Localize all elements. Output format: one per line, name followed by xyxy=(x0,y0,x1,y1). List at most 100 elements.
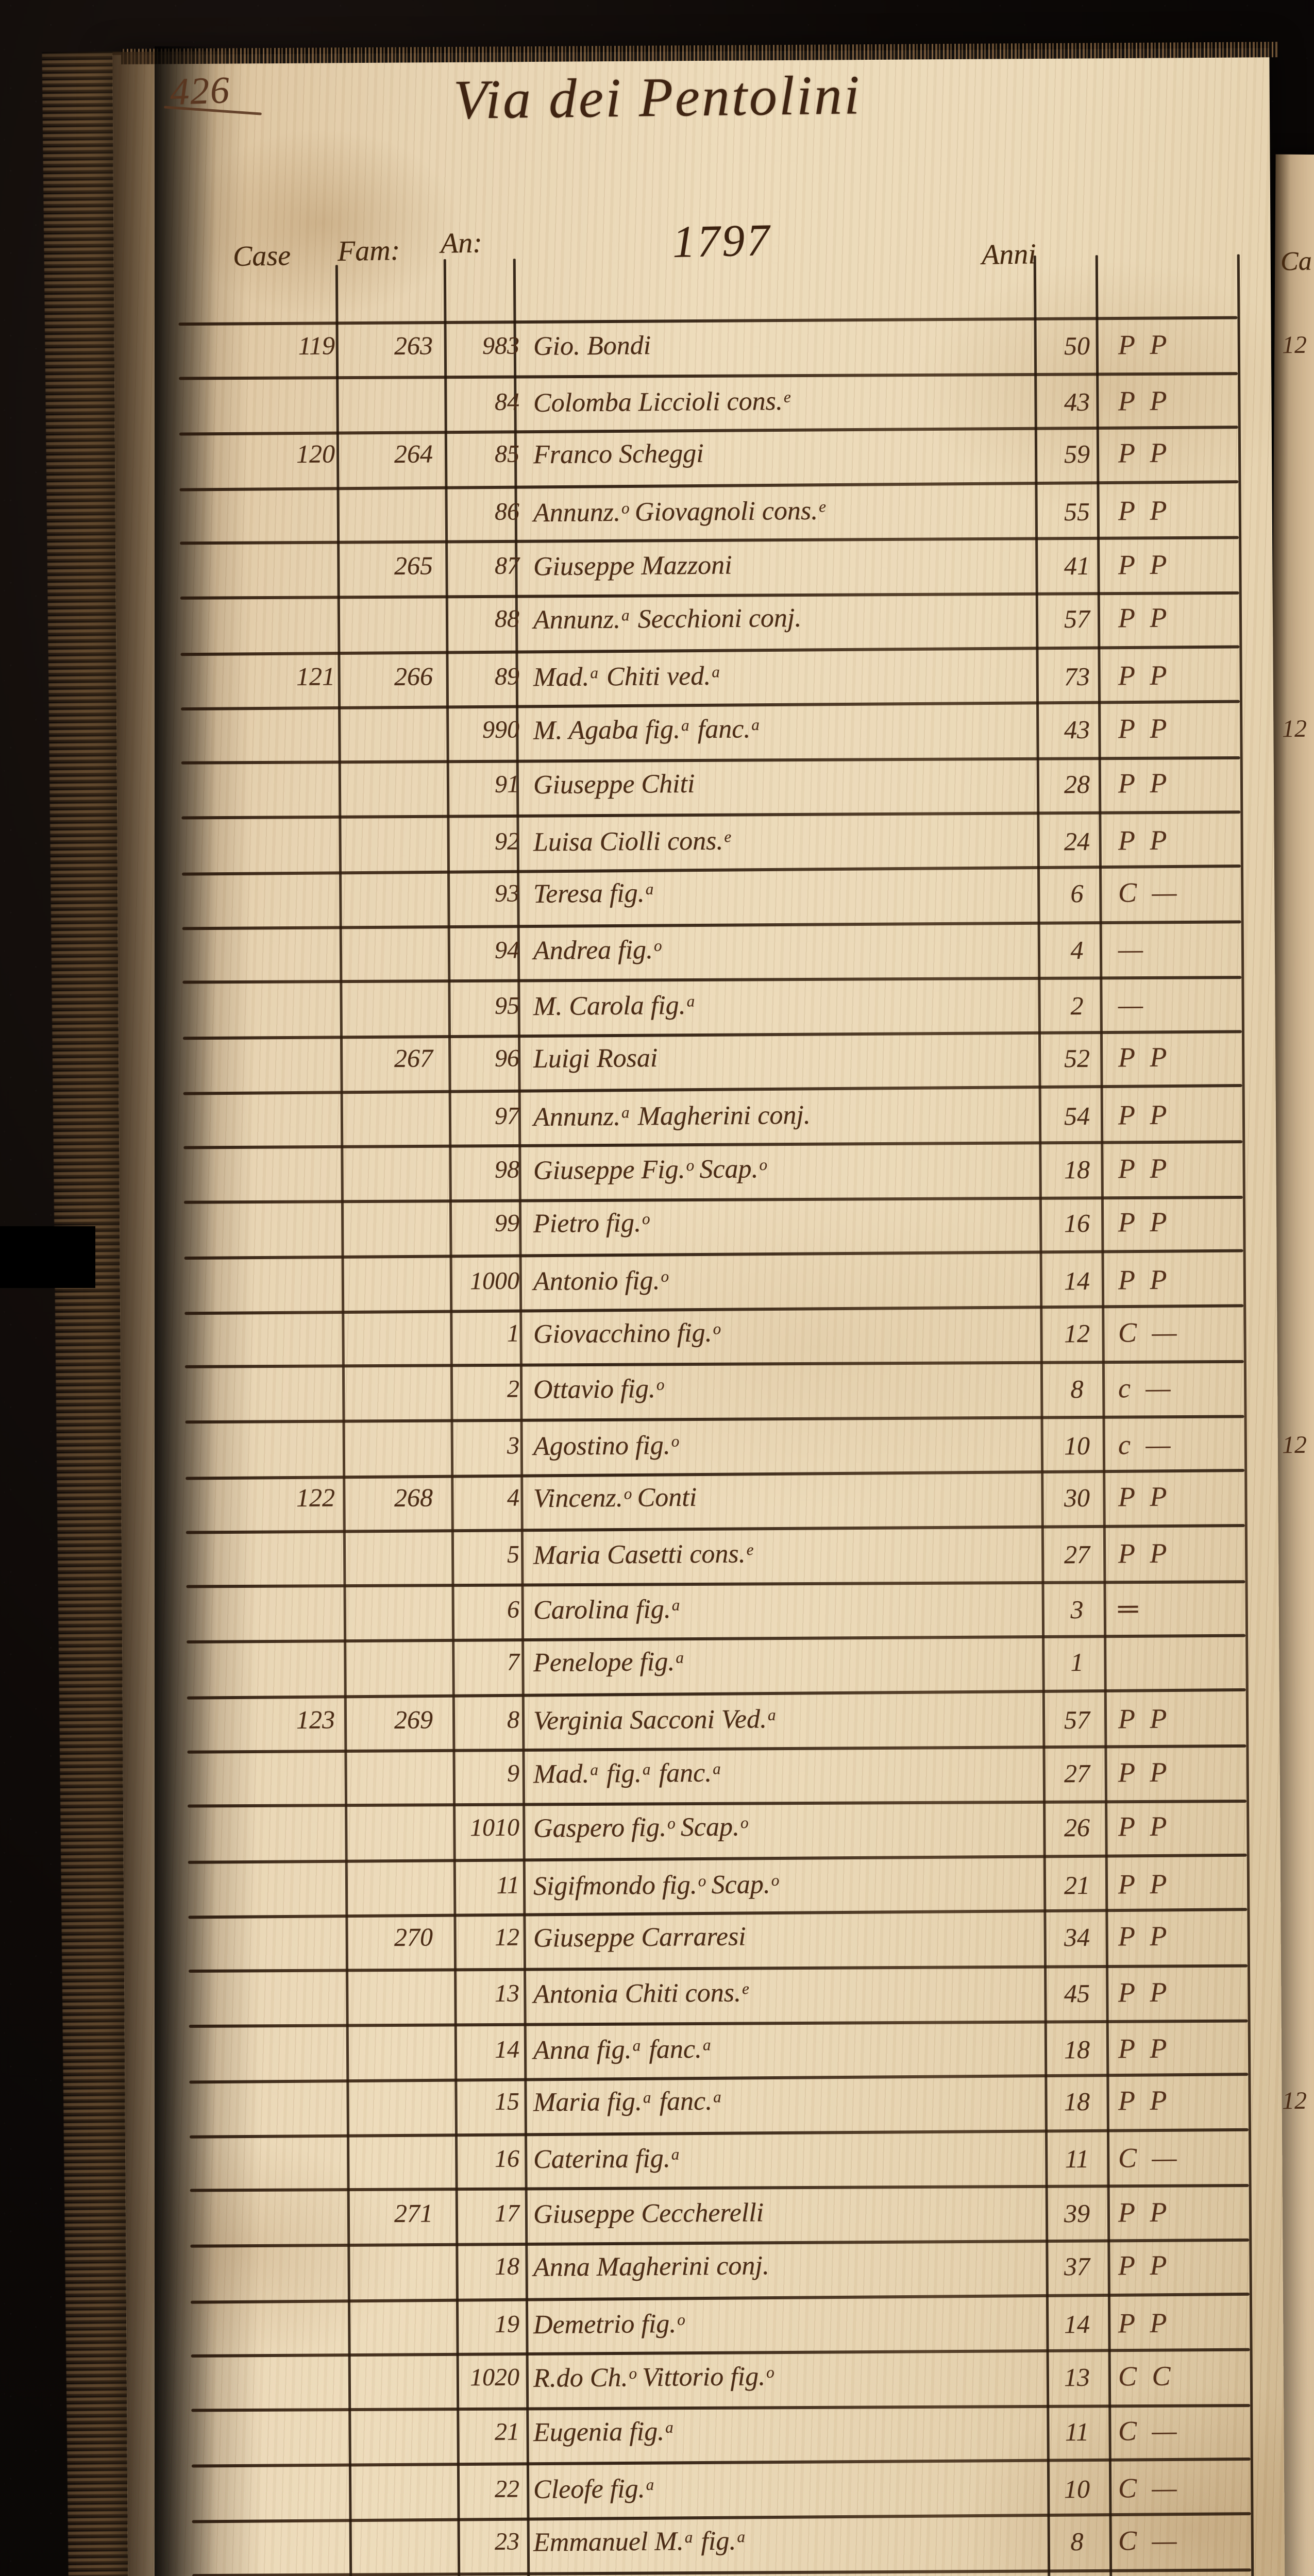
cell-person-name: Ottavio fig.ᵒ xyxy=(533,1374,663,1404)
cell-age-years: 18 xyxy=(1064,2035,1090,2064)
cell-soul-number: 87 xyxy=(494,552,520,580)
cell-age-years: 26 xyxy=(1064,1812,1090,1842)
cell-person-name: Teresa fig.ᵃ xyxy=(533,878,655,909)
cell-soul-number: 1000 xyxy=(469,1267,520,1295)
cell-soul-number: 1020 xyxy=(469,2363,520,2392)
cell-age-years: 30 xyxy=(1064,1483,1090,1513)
cell-sacraments: P P xyxy=(1118,602,1171,634)
facing-page-case-number: 12 xyxy=(1282,715,1307,743)
cell-person-name: Caterina fig.ᵃ xyxy=(533,2144,681,2175)
cell-person-name: Gio. Bondi xyxy=(533,331,651,361)
cell-age-years: 59 xyxy=(1064,439,1090,469)
cell-age-years: 18 xyxy=(1064,2087,1090,2116)
cell-soul-number: 990 xyxy=(482,716,520,744)
cell-person-name: M. Carola fig.ᵃ xyxy=(533,990,697,1022)
cell-age-years: 10 xyxy=(1064,1431,1090,1460)
cell-soul-number: 8 xyxy=(507,1706,520,1734)
cell-soul-number: 21 xyxy=(494,2418,520,2446)
cell-person-name: Mad.ᵃ Chiti ved.ᵃ xyxy=(533,661,722,692)
cell-person-name: Sigifmondo fig.ᵒ Scap.ᵒ xyxy=(533,1869,778,1901)
cell-case-number: 119 xyxy=(298,331,335,360)
cell-sacraments: c — xyxy=(1118,1429,1175,1461)
cell-family-number: 268 xyxy=(394,1483,433,1512)
cell-soul-number: 86 xyxy=(494,498,520,526)
cell-soul-number: 9 xyxy=(507,1759,520,1787)
cell-person-name: Gaspero fig.ᵒ Scap.ᵒ xyxy=(533,1812,748,1843)
cell-sacraments: P P xyxy=(1118,2249,1171,2281)
cell-sacraments: C — xyxy=(1118,876,1181,908)
cell-person-name: Giuseppe Ceccherelli xyxy=(533,2198,764,2230)
cell-soul-number: 94 xyxy=(494,936,520,964)
cell-age-years: 18 xyxy=(1064,1155,1090,1184)
cell-soul-number: 88 xyxy=(494,605,520,633)
cell-soul-number: 16 xyxy=(494,2145,520,2173)
cell-sacraments: C — xyxy=(1118,2142,1181,2174)
cell-age-years: 50 xyxy=(1064,331,1090,361)
cell-age-years: 52 xyxy=(1064,1043,1090,1073)
cell-age-years: 73 xyxy=(1064,662,1090,691)
cell-person-name: M. Agaba fig.ᵃ fanc.ᵃ xyxy=(533,714,762,745)
cell-age-years: 24 xyxy=(1064,827,1090,856)
cell-family-number: 270 xyxy=(394,1922,433,1952)
cell-sacraments: P P xyxy=(1118,1537,1171,1569)
cell-person-name: Eugenia fig.ᵃ xyxy=(533,2417,676,2448)
cell-sacraments: P P xyxy=(1118,1703,1171,1735)
cell-soul-number: 89 xyxy=(494,663,520,691)
cell-sacraments: P P xyxy=(1118,660,1171,691)
cell-sacraments: P P xyxy=(1118,2084,1171,2116)
cell-soul-number: 4 xyxy=(507,1484,520,1512)
cell-person-name: R.do Ch.ᵒ Vittorio fig.ᵒ xyxy=(533,2362,773,2394)
scan-mask-artifact xyxy=(0,1226,95,1288)
cell-soul-number: 1 xyxy=(507,1319,520,1347)
cell-soul-number: 13 xyxy=(494,1979,520,2007)
cell-age-years: 3 xyxy=(1070,1595,1084,1624)
cell-sacraments: C — xyxy=(1118,2415,1181,2447)
column-header-case-right: Ca xyxy=(1280,246,1312,277)
cell-age-years: 43 xyxy=(1064,715,1090,744)
cell-person-name: Emmanuel M.ᵃ fig.ᵃ xyxy=(533,2526,747,2557)
cell-person-name: Maria fig.ᵃ fanc.ᵃ xyxy=(533,2086,723,2117)
cell-soul-number: 11 xyxy=(496,1871,520,1899)
cell-sacraments: P P xyxy=(1118,1041,1171,1073)
cell-sacraments: P P xyxy=(1118,549,1171,581)
cell-person-name: Annunz.ᵒ Giovagnoli cons.ᵉ xyxy=(533,496,825,528)
cell-person-name: Pietro fig.ᵒ xyxy=(533,1208,649,1239)
cell-case-number: 122 xyxy=(296,1483,335,1512)
cell-soul-number: 3 xyxy=(507,1432,520,1460)
manuscript-page xyxy=(112,48,1287,2576)
column-header-case: Case xyxy=(232,240,291,273)
cell-family-number: 265 xyxy=(394,551,433,581)
register-year: 1797 xyxy=(672,215,772,267)
cell-age-years: 27 xyxy=(1064,1759,1090,1788)
cell-age-years: 57 xyxy=(1064,1705,1090,1735)
cell-person-name: Annunz.ᵃ Magherini conj. xyxy=(533,1100,811,1132)
cell-soul-number: 19 xyxy=(494,2310,520,2338)
cell-soul-number: 18 xyxy=(494,2252,520,2281)
cell-family-number: 263 xyxy=(394,331,433,360)
cell-sacraments: P P xyxy=(1118,495,1171,526)
cell-soul-number: 98 xyxy=(494,1156,520,1184)
cell-person-name: Penelope fig.ᵃ xyxy=(533,1647,686,1678)
cell-sacraments: — xyxy=(1118,933,1148,965)
cell-soul-number: 91 xyxy=(494,770,520,799)
cell-soul-number: 99 xyxy=(494,1209,520,1238)
cell-age-years: 27 xyxy=(1064,1539,1090,1569)
cell-person-name: Verginia Sacconi Ved.ᵃ xyxy=(533,1704,778,1736)
cell-person-name: Giuseppe Chiti xyxy=(533,769,695,800)
cell-case-number: 123 xyxy=(296,1705,335,1735)
cell-sacraments: P P xyxy=(1118,2307,1171,2339)
facing-page-case-number: 12 xyxy=(1282,2087,1307,2115)
cell-age-years: 21 xyxy=(1064,1870,1090,1900)
cell-sacraments: P P xyxy=(1118,1976,1171,2008)
cell-sacraments: P P xyxy=(1118,768,1171,799)
cell-person-name: Cleofe fig.ᵃ xyxy=(533,2474,656,2505)
cell-family-number: 269 xyxy=(394,1705,433,1735)
cell-person-name: Giuseppe Fig.ᵒ Scap.ᵒ xyxy=(533,1154,766,1185)
cell-soul-number: 14 xyxy=(494,2036,520,2063)
cell-person-name: Giuseppe Mazzoni xyxy=(533,550,732,582)
cell-soul-number: 93 xyxy=(494,879,520,908)
cell-age-years: 54 xyxy=(1064,1101,1090,1130)
cell-age-years: 8 xyxy=(1070,2527,1084,2556)
cell-soul-number: 15 xyxy=(494,2088,520,2116)
cell-sacraments: P P xyxy=(1118,2032,1171,2064)
